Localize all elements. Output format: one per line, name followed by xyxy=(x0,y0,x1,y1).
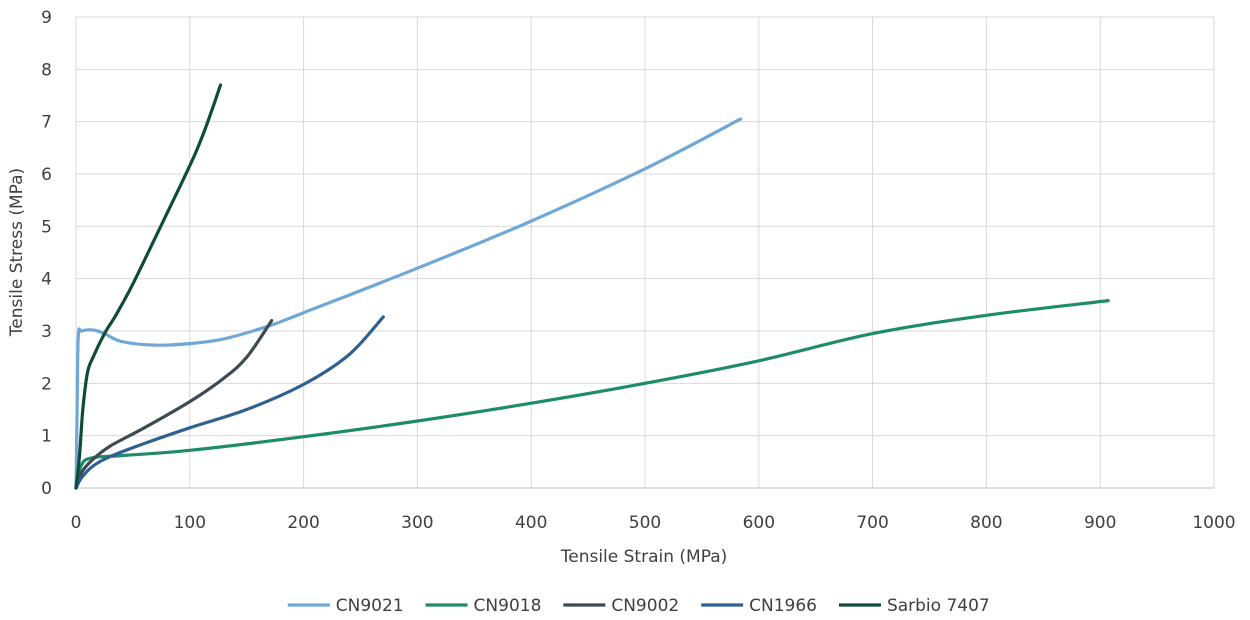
y-tick-label: 3 xyxy=(41,322,52,342)
y-axis-ticks: 0 1 2 3 4 5 6 7 8 9 xyxy=(41,8,52,499)
y-tick-label: 8 xyxy=(41,60,52,80)
series-line-cn1966 xyxy=(74,315,385,490)
x-tick-label: 700 xyxy=(856,513,888,533)
x-tick-label: 300 xyxy=(401,513,433,533)
y-axis-title: Tensile Stress (MPa) xyxy=(7,168,27,337)
legend-item-cn9021: CN9021 xyxy=(287,596,404,616)
chart-grid xyxy=(75,16,1215,489)
x-tick-label: 1000 xyxy=(1192,513,1235,533)
legend-item-cn9018: CN9018 xyxy=(425,596,542,616)
y-tick-label: 5 xyxy=(41,217,52,237)
x-tick-label: 600 xyxy=(743,513,775,533)
legend-label: CN9002 xyxy=(611,596,679,616)
legend-item-cn9002: CN9002 xyxy=(563,596,679,616)
x-tick-label: 500 xyxy=(629,513,661,533)
y-tick-label: 2 xyxy=(41,374,52,394)
legend-label: CN9021 xyxy=(336,596,404,616)
x-tick-label: 400 xyxy=(515,513,547,533)
legend-item-sarbio-7407: Sarbio 7407 xyxy=(838,596,990,616)
y-tick-label: 0 xyxy=(41,479,52,499)
x-axis-ticks: 0 100 200 300 400 500 600 700 800 900 1000 xyxy=(71,513,1236,533)
x-tick-label: 0 xyxy=(71,513,82,533)
series-line-cn9018 xyxy=(74,299,1110,490)
y-tick-label: 9 xyxy=(41,8,52,28)
legend-label: CN1966 xyxy=(749,596,817,616)
x-tick-label: 200 xyxy=(287,513,319,533)
legend-label: CN9018 xyxy=(474,596,542,616)
x-tick-label: 900 xyxy=(1084,513,1116,533)
y-tick-label: 1 xyxy=(41,427,52,447)
legend-item-cn1966: CN1966 xyxy=(701,596,817,616)
series-line-sarbio-7407 xyxy=(74,83,223,490)
x-tick-label: 100 xyxy=(174,513,206,533)
series-line-cn9002 xyxy=(74,318,274,490)
chart-series xyxy=(74,83,1110,490)
legend-label: Sarbio 7407 xyxy=(887,596,990,616)
y-tick-label: 7 xyxy=(41,113,52,133)
y-tick-label: 4 xyxy=(41,270,52,290)
x-tick-label: 800 xyxy=(970,513,1002,533)
y-tick-label: 6 xyxy=(41,165,52,185)
x-axis-title: Tensile Strain (MPa) xyxy=(560,547,728,567)
chart-legend: CN9021 CN9018 CN9002 CN1966 Sarbio 7407 xyxy=(287,596,990,616)
series-line-cn9021 xyxy=(74,117,743,490)
